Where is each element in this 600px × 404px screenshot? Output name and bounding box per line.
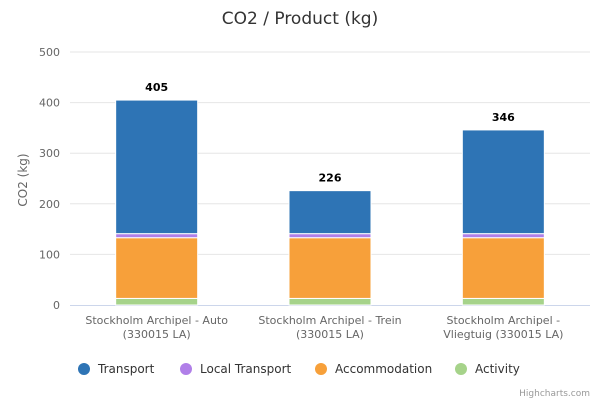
- x-category-label-line: (330015 LA): [296, 328, 364, 341]
- legend-label: Activity: [475, 362, 520, 376]
- legend-item-transport[interactable]: Transport: [78, 362, 155, 376]
- legend-item-local-transport[interactable]: Local Transport: [180, 362, 292, 376]
- legend-label: Transport: [97, 362, 155, 376]
- bar-total-label: 346: [492, 111, 515, 124]
- bar-segment-accommodation[interactable]: [288, 237, 372, 299]
- x-category-label: Stockholm Archipel - Auto (330015 LA): [85, 314, 228, 341]
- bar-total-label: 405: [145, 81, 168, 94]
- bar-total-label: 226: [319, 172, 342, 185]
- x-category-label: Stockholm Archipel -Vliegtuig (330015 LA…: [443, 314, 563, 341]
- bar-segment-transport[interactable]: [115, 99, 199, 235]
- legend-label: Local Transport: [200, 362, 292, 376]
- y-axis: 0 100 200 300 400 500: [39, 46, 60, 312]
- x-category-label-line: Stockholm Archipel -: [447, 314, 561, 327]
- legend: Transport Local Transport Accommodation Act…: [78, 362, 520, 376]
- legend-symbol: [315, 363, 327, 375]
- x-category-label-line: Stockholm Archipel - Trein: [258, 314, 401, 327]
- chart-title: CO2 / Product (kg): [222, 9, 378, 29]
- bar-segment-local-transport[interactable]: [115, 233, 199, 239]
- bar-segment-transport[interactable]: [288, 190, 372, 235]
- bar-segment-activity[interactable]: [288, 297, 372, 306]
- x-category-label-line: (330015 LA): [123, 328, 191, 341]
- x-axis: Stockholm Archipel - Auto (330015 LA)Stoc…: [85, 314, 563, 341]
- legend-symbol: [78, 363, 90, 375]
- y-tick-label: 300: [39, 147, 60, 160]
- y-axis-title: CO2 (kg): [16, 153, 30, 206]
- bar-segment-activity[interactable]: [461, 297, 545, 306]
- bar-segment-local-transport[interactable]: [461, 233, 545, 239]
- y-tick-label: 100: [39, 248, 60, 261]
- x-category-label-line: Stockholm Archipel - Auto: [85, 314, 228, 327]
- y-tick-label: 500: [39, 46, 60, 59]
- bar-segment-local-transport[interactable]: [288, 233, 372, 239]
- legend-item-activity[interactable]: Activity: [455, 362, 520, 376]
- bar-segment-activity[interactable]: [115, 297, 199, 306]
- legend-item-accommodation[interactable]: Accommodation: [315, 362, 432, 376]
- y-tick-label: 0: [53, 299, 60, 312]
- y-tick-label: 400: [39, 97, 60, 110]
- bar-segment-transport[interactable]: [461, 129, 545, 235]
- bar-segment-accommodation[interactable]: [461, 237, 545, 299]
- bar-segment-accommodation[interactable]: [115, 237, 199, 299]
- legend-symbol: [455, 363, 467, 375]
- credits-link[interactable]: Highcharts.com: [519, 389, 590, 399]
- x-category-label: Stockholm Archipel - Trein (330015 LA): [258, 314, 401, 341]
- x-category-label-line: Vliegtuig (330015 LA): [443, 328, 563, 341]
- y-tick-label: 200: [39, 198, 60, 211]
- legend-label: Accommodation: [335, 362, 432, 376]
- legend-symbol: [180, 363, 192, 375]
- bars: 405 226 346: [115, 81, 545, 306]
